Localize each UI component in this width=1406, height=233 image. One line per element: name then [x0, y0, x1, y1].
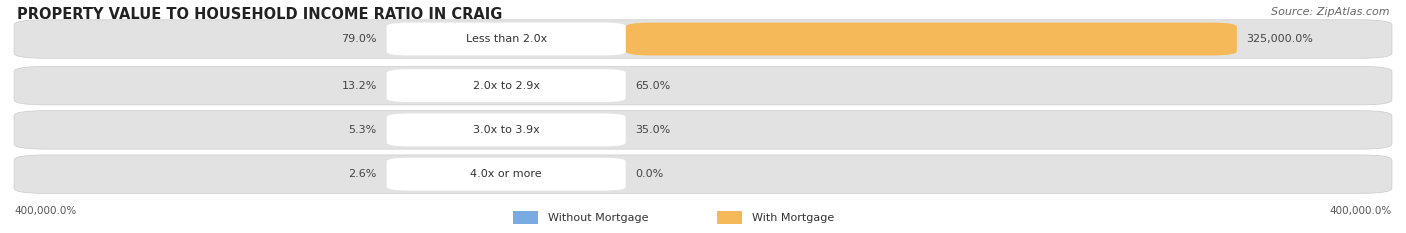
Text: 5.3%: 5.3%: [349, 125, 377, 135]
Text: 2.6%: 2.6%: [349, 169, 377, 179]
Text: 400,000.0%: 400,000.0%: [14, 206, 76, 216]
Text: 4.0x or more: 4.0x or more: [471, 169, 541, 179]
Text: PROPERTY VALUE TO HOUSEHOLD INCOME RATIO IN CRAIG: PROPERTY VALUE TO HOUSEHOLD INCOME RATIO…: [17, 7, 502, 22]
Text: 65.0%: 65.0%: [636, 81, 671, 91]
FancyBboxPatch shape: [717, 212, 742, 224]
FancyBboxPatch shape: [387, 113, 626, 146]
FancyBboxPatch shape: [387, 158, 626, 191]
Text: 400,000.0%: 400,000.0%: [1330, 206, 1392, 216]
Text: 3.0x to 3.9x: 3.0x to 3.9x: [472, 125, 540, 135]
FancyBboxPatch shape: [513, 212, 538, 224]
FancyBboxPatch shape: [14, 66, 1392, 105]
Text: Without Mortgage: Without Mortgage: [548, 213, 648, 223]
FancyBboxPatch shape: [387, 23, 626, 55]
Text: Source: ZipAtlas.com: Source: ZipAtlas.com: [1271, 7, 1389, 17]
Text: 0.0%: 0.0%: [636, 169, 664, 179]
FancyBboxPatch shape: [387, 69, 626, 102]
FancyBboxPatch shape: [626, 23, 1237, 55]
FancyBboxPatch shape: [14, 20, 1392, 58]
FancyBboxPatch shape: [14, 111, 1392, 149]
Text: 79.0%: 79.0%: [342, 34, 377, 44]
Text: 2.0x to 2.9x: 2.0x to 2.9x: [472, 81, 540, 91]
Text: 13.2%: 13.2%: [342, 81, 377, 91]
Text: With Mortgage: With Mortgage: [752, 213, 834, 223]
Text: Less than 2.0x: Less than 2.0x: [465, 34, 547, 44]
Text: 35.0%: 35.0%: [636, 125, 671, 135]
FancyBboxPatch shape: [14, 155, 1392, 193]
Text: 325,000.0%: 325,000.0%: [1247, 34, 1313, 44]
